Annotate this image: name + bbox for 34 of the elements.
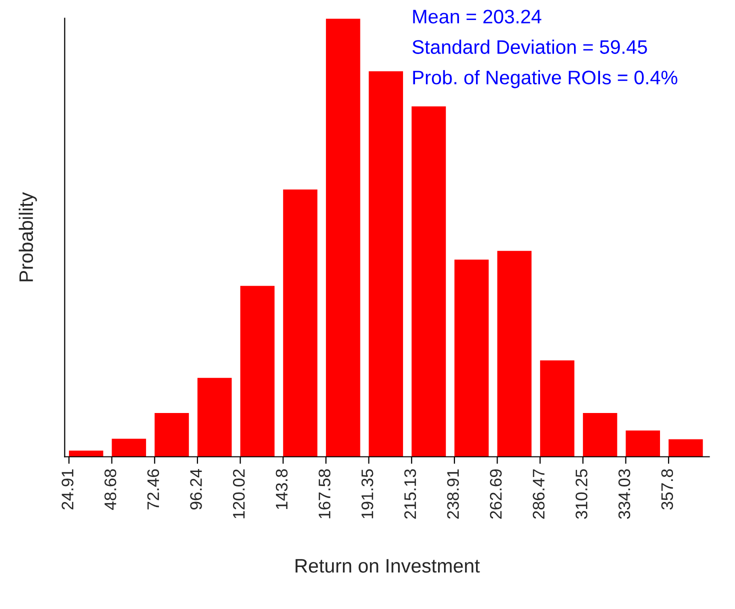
x-tick-label: 72.46 [147, 469, 160, 510]
bar [197, 378, 232, 457]
x-tick-label: 167.58 [318, 469, 330, 518]
bar [154, 412, 189, 457]
x-tick-label: 215.13 [404, 469, 416, 519]
x-tick-label: 96.24 [190, 469, 202, 510]
bar [540, 360, 574, 457]
x-tick-label: 143.8 [276, 469, 288, 509]
x-tick-label: 357.8 [661, 469, 674, 510]
annotation: Prob. of Negative ROIs = 0.4% [413, 70, 678, 88]
x-tick-label: 191.35 [361, 469, 374, 518]
bar [582, 412, 618, 457]
bar [283, 190, 318, 457]
y-axis-title: Probability [18, 192, 37, 282]
bar [240, 286, 275, 457]
x-axis-title: Return on Investment [296, 559, 480, 573]
annotation: Standard Deviation = 59.45 [412, 40, 647, 54]
x-tick-label: 24.91 [62, 469, 74, 510]
x-tick-label: 238.91 [447, 469, 459, 519]
x-tick-label: 120.02 [232, 469, 245, 518]
x-tick-label: 286.47 [532, 469, 545, 519]
x-tick-label: 262.69 [490, 469, 502, 519]
bar [626, 430, 660, 457]
bar [368, 71, 404, 457]
bar [412, 106, 446, 457]
bar [326, 18, 360, 457]
bar [454, 260, 489, 457]
x-tick-label: 310.25 [576, 469, 588, 519]
x-tick-label: 48.68 [104, 469, 116, 510]
bar [668, 439, 703, 457]
annotation: Mean = 203.24 [413, 10, 542, 24]
bar [112, 438, 146, 457]
bar [497, 250, 532, 457]
x-tick-label: 334.03 [618, 469, 630, 519]
